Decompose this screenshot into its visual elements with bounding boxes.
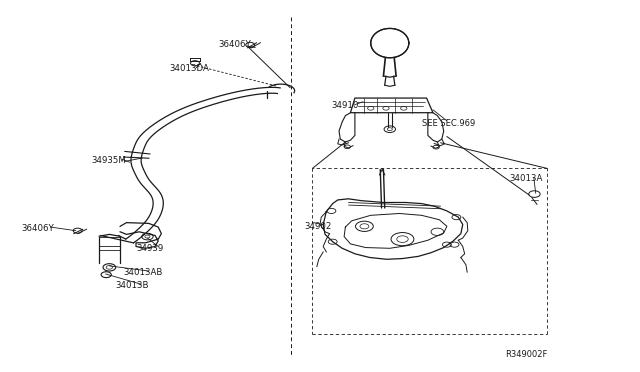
Polygon shape bbox=[371, 28, 409, 58]
Text: SEE SEC.969: SEE SEC.969 bbox=[422, 119, 475, 128]
Text: 34939: 34939 bbox=[136, 244, 163, 253]
Text: 34013AB: 34013AB bbox=[124, 267, 163, 277]
Text: 34910: 34910 bbox=[332, 101, 359, 110]
Text: R349002F: R349002F bbox=[505, 350, 547, 359]
Text: 34935M: 34935M bbox=[92, 156, 127, 165]
Text: 34902: 34902 bbox=[304, 222, 332, 231]
Text: 34013B: 34013B bbox=[116, 281, 149, 290]
Text: 36406Y: 36406Y bbox=[218, 41, 252, 49]
Text: 34013A: 34013A bbox=[509, 174, 543, 183]
Text: 36406Y: 36406Y bbox=[22, 224, 54, 232]
Text: 34013DA: 34013DA bbox=[169, 64, 209, 73]
